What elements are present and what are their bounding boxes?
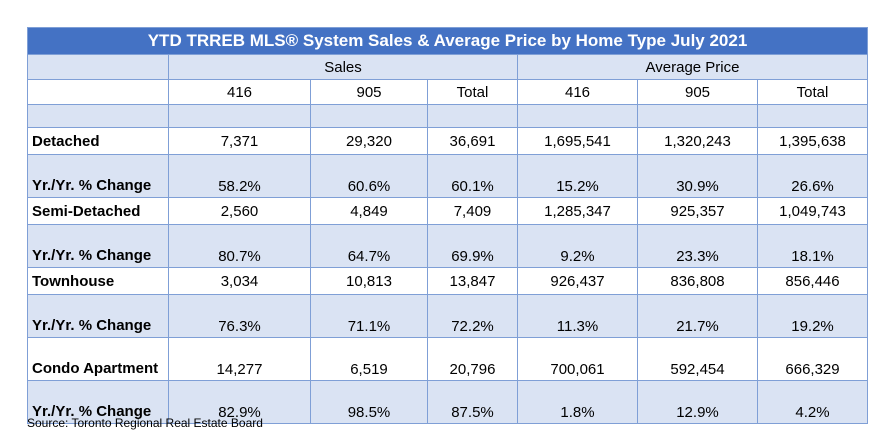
cell: 60.6% <box>310 154 428 198</box>
cell: 60.1% <box>427 154 518 198</box>
cell: 69.9% <box>427 224 518 268</box>
column-header-row: 416 905 Total 416 905 Total <box>27 79 869 105</box>
cell: 7,371 <box>168 127 311 155</box>
column-header: Total <box>427 79 518 105</box>
row-label: Yr./Yr. % Change <box>27 380 169 424</box>
cell: 592,454 <box>637 337 758 381</box>
cell: 7,409 <box>427 197 518 225</box>
cell: 36,691 <box>427 127 518 155</box>
cell: 72.2% <box>427 294 518 338</box>
cell: 1.8% <box>517 380 638 424</box>
table-row: Yr./Yr. % Change 82.9% 98.5% 87.5% 1.8% … <box>27 380 869 424</box>
group-sales: Sales <box>168 54 518 80</box>
cell: 4.2% <box>756 380 869 424</box>
table-row: Detached 7,371 29,320 36,691 1,695,541 1… <box>27 127 869 155</box>
cell: 21.7% <box>637 294 758 338</box>
cell: 80.7% <box>168 224 311 268</box>
cell: 23.3% <box>637 224 758 268</box>
row-label: Semi-Detached <box>27 197 169 225</box>
cell: 29,320 <box>310 127 428 155</box>
cell: 12.9% <box>637 380 758 424</box>
cell: 2,560 <box>168 197 311 225</box>
cell: 13,847 <box>427 267 518 295</box>
cell: 666,329 <box>756 337 869 381</box>
cell: 856,446 <box>756 267 869 295</box>
cell: 11.3% <box>517 294 638 338</box>
cell: 20,796 <box>427 337 518 381</box>
cell: 6,519 <box>310 337 428 381</box>
cell: 58.2% <box>168 154 311 198</box>
cell: 19.2% <box>756 294 869 338</box>
cell: 10,813 <box>310 267 428 295</box>
cell: 700,061 <box>517 337 638 381</box>
cell: 926,437 <box>517 267 638 295</box>
cell: 1,285,347 <box>517 197 638 225</box>
table-row: Yr./Yr. % Change 58.2% 60.6% 60.1% 15.2%… <box>27 154 869 198</box>
table-title: YTD TRREB MLS® System Sales & Average Pr… <box>26 27 869 55</box>
sales-table-container: YTD TRREB MLS® System Sales & Average Pr… <box>26 27 869 424</box>
table-row: Condo Apartment 14,277 6,519 20,796 700,… <box>27 337 869 381</box>
row-label: Yr./Yr. % Change <box>27 154 169 198</box>
corner-cell <box>27 54 169 80</box>
row-label: Detached <box>27 127 169 155</box>
source-note: Source: Toronto Regional Real Estate Boa… <box>27 416 263 430</box>
column-header: 905 <box>637 79 758 105</box>
cell: 30.9% <box>637 154 758 198</box>
row-label: Yr./Yr. % Change <box>27 294 169 338</box>
column-header-blank <box>27 79 169 105</box>
cell: 15.2% <box>517 154 638 198</box>
row-label: Yr./Yr. % Change <box>27 224 169 268</box>
cell: 4,849 <box>310 197 428 225</box>
cell: 1,320,243 <box>637 127 758 155</box>
cell: 64.7% <box>310 224 428 268</box>
table-row: Semi-Detached 2,560 4,849 7,409 1,285,34… <box>27 197 869 225</box>
cell: 1,049,743 <box>756 197 869 225</box>
group-avg-price: Average Price <box>516 54 869 80</box>
column-header: Total <box>756 79 869 105</box>
sales-price-table: YTD TRREB MLS® System Sales & Average Pr… <box>26 27 869 424</box>
table-row: Townhouse 3,034 10,813 13,847 926,437 83… <box>27 267 869 295</box>
cell: 98.5% <box>310 380 428 424</box>
cell: 925,357 <box>637 197 758 225</box>
column-header: 905 <box>310 79 428 105</box>
row-label: Townhouse <box>27 267 169 295</box>
cell: 18.1% <box>756 224 869 268</box>
cell: 76.3% <box>168 294 311 338</box>
cell: 71.1% <box>310 294 428 338</box>
cell: 9.2% <box>517 224 638 268</box>
table-row: Yr./Yr. % Change 76.3% 71.1% 72.2% 11.3%… <box>27 294 869 338</box>
cell: 3,034 <box>168 267 311 295</box>
table-row: Yr./Yr. % Change 80.7% 64.7% 69.9% 9.2% … <box>27 224 869 268</box>
cell: 26.6% <box>756 154 869 198</box>
cell: 836,808 <box>637 267 758 295</box>
cell: 1,695,541 <box>517 127 638 155</box>
column-header: 416 <box>517 79 638 105</box>
row-label: Condo Apartment <box>27 337 169 381</box>
spacer-row <box>27 104 869 128</box>
cell: 87.5% <box>427 380 518 424</box>
column-header: 416 <box>168 79 311 105</box>
cell: 1,395,638 <box>756 127 869 155</box>
cell: 14,277 <box>168 337 311 381</box>
